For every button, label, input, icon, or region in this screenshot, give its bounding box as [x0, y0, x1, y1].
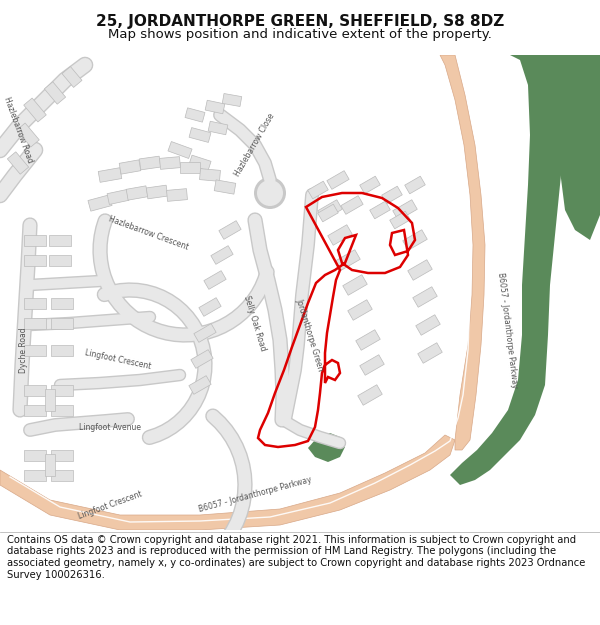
- Bar: [393, 200, 417, 220]
- Bar: [98, 168, 122, 182]
- Bar: [146, 185, 167, 199]
- Bar: [185, 108, 205, 122]
- Text: B6057 - Jordanthorpe Parkway: B6057 - Jordanthorpe Parkway: [496, 272, 520, 388]
- Bar: [107, 189, 129, 204]
- Bar: [24, 404, 46, 416]
- Bar: [341, 196, 363, 214]
- Bar: [51, 384, 73, 396]
- Bar: [24, 344, 46, 356]
- Circle shape: [257, 180, 283, 206]
- Bar: [24, 318, 46, 329]
- Bar: [199, 298, 221, 316]
- Bar: [370, 201, 390, 219]
- Text: Lingfoot Avenue: Lingfoot Avenue: [79, 424, 141, 432]
- Bar: [180, 161, 200, 172]
- Bar: [360, 355, 384, 375]
- Text: Lingfoot Crescent: Lingfoot Crescent: [77, 489, 143, 521]
- Text: Selly Oak Road: Selly Oak Road: [242, 294, 268, 352]
- Bar: [45, 389, 55, 411]
- Bar: [167, 189, 187, 201]
- Text: Hazlebarrow Crescent: Hazlebarrow Crescent: [107, 214, 189, 252]
- Text: Hazlebarrow Road: Hazlebarrow Road: [2, 96, 34, 164]
- Bar: [62, 67, 82, 88]
- Bar: [44, 82, 65, 104]
- Bar: [318, 200, 342, 220]
- Bar: [126, 186, 148, 200]
- Bar: [194, 324, 216, 342]
- Bar: [45, 454, 55, 476]
- Bar: [51, 318, 73, 329]
- Text: B6057 - Jordanthorpe Parkway: B6057 - Jordanthorpe Parkway: [197, 476, 313, 514]
- Text: Jordanthorpe Green: Jordanthorpe Green: [295, 298, 325, 372]
- Bar: [222, 94, 242, 106]
- Bar: [403, 230, 427, 250]
- Bar: [328, 225, 352, 245]
- Bar: [348, 300, 372, 320]
- Bar: [308, 181, 328, 199]
- Polygon shape: [555, 55, 600, 240]
- Bar: [7, 152, 29, 174]
- Bar: [160, 157, 181, 169]
- Polygon shape: [0, 435, 455, 530]
- Text: 25, JORDANTHORPE GREEN, SHEFFIELD, S8 8DZ: 25, JORDANTHORPE GREEN, SHEFFIELD, S8 8D…: [96, 14, 504, 29]
- Bar: [358, 385, 382, 405]
- Bar: [382, 186, 402, 204]
- Bar: [49, 234, 71, 246]
- Bar: [200, 169, 220, 181]
- Bar: [390, 211, 410, 229]
- Bar: [17, 123, 39, 147]
- Bar: [51, 344, 73, 356]
- Bar: [88, 195, 112, 211]
- Bar: [24, 449, 46, 461]
- Circle shape: [254, 177, 286, 209]
- Text: Dyche Road: Dyche Road: [19, 328, 29, 372]
- Bar: [219, 221, 241, 239]
- Bar: [205, 100, 225, 114]
- Bar: [356, 330, 380, 350]
- Bar: [318, 204, 338, 222]
- Bar: [24, 298, 46, 309]
- Bar: [336, 250, 360, 270]
- Bar: [191, 349, 213, 368]
- Bar: [208, 121, 228, 135]
- Text: Hazlebarrow Close: Hazlebarrow Close: [233, 112, 277, 178]
- Bar: [343, 275, 367, 295]
- Bar: [51, 298, 73, 309]
- Bar: [189, 155, 211, 171]
- Bar: [418, 342, 442, 363]
- Bar: [24, 234, 46, 246]
- Bar: [51, 449, 73, 461]
- Bar: [405, 176, 425, 194]
- Text: Lingfoot Crescent: Lingfoot Crescent: [84, 349, 152, 371]
- Bar: [49, 254, 71, 266]
- Bar: [360, 176, 380, 194]
- Bar: [189, 127, 211, 142]
- Text: Map shows position and indicative extent of the property.: Map shows position and indicative extent…: [108, 28, 492, 41]
- Bar: [413, 287, 437, 308]
- Bar: [24, 384, 46, 396]
- Text: Contains OS data © Crown copyright and database right 2021. This information is : Contains OS data © Crown copyright and d…: [7, 535, 586, 579]
- Polygon shape: [308, 433, 345, 462]
- Bar: [119, 160, 141, 174]
- Bar: [24, 469, 46, 481]
- Bar: [204, 271, 226, 289]
- Bar: [416, 315, 440, 335]
- Bar: [51, 404, 73, 416]
- Bar: [24, 254, 46, 266]
- Bar: [327, 171, 349, 189]
- Bar: [214, 180, 236, 194]
- Bar: [139, 156, 161, 170]
- Bar: [24, 98, 46, 122]
- Polygon shape: [440, 55, 485, 450]
- Bar: [408, 260, 432, 280]
- Bar: [168, 141, 192, 159]
- Bar: [189, 376, 211, 394]
- Polygon shape: [450, 55, 570, 485]
- Bar: [211, 246, 233, 264]
- Bar: [51, 469, 73, 481]
